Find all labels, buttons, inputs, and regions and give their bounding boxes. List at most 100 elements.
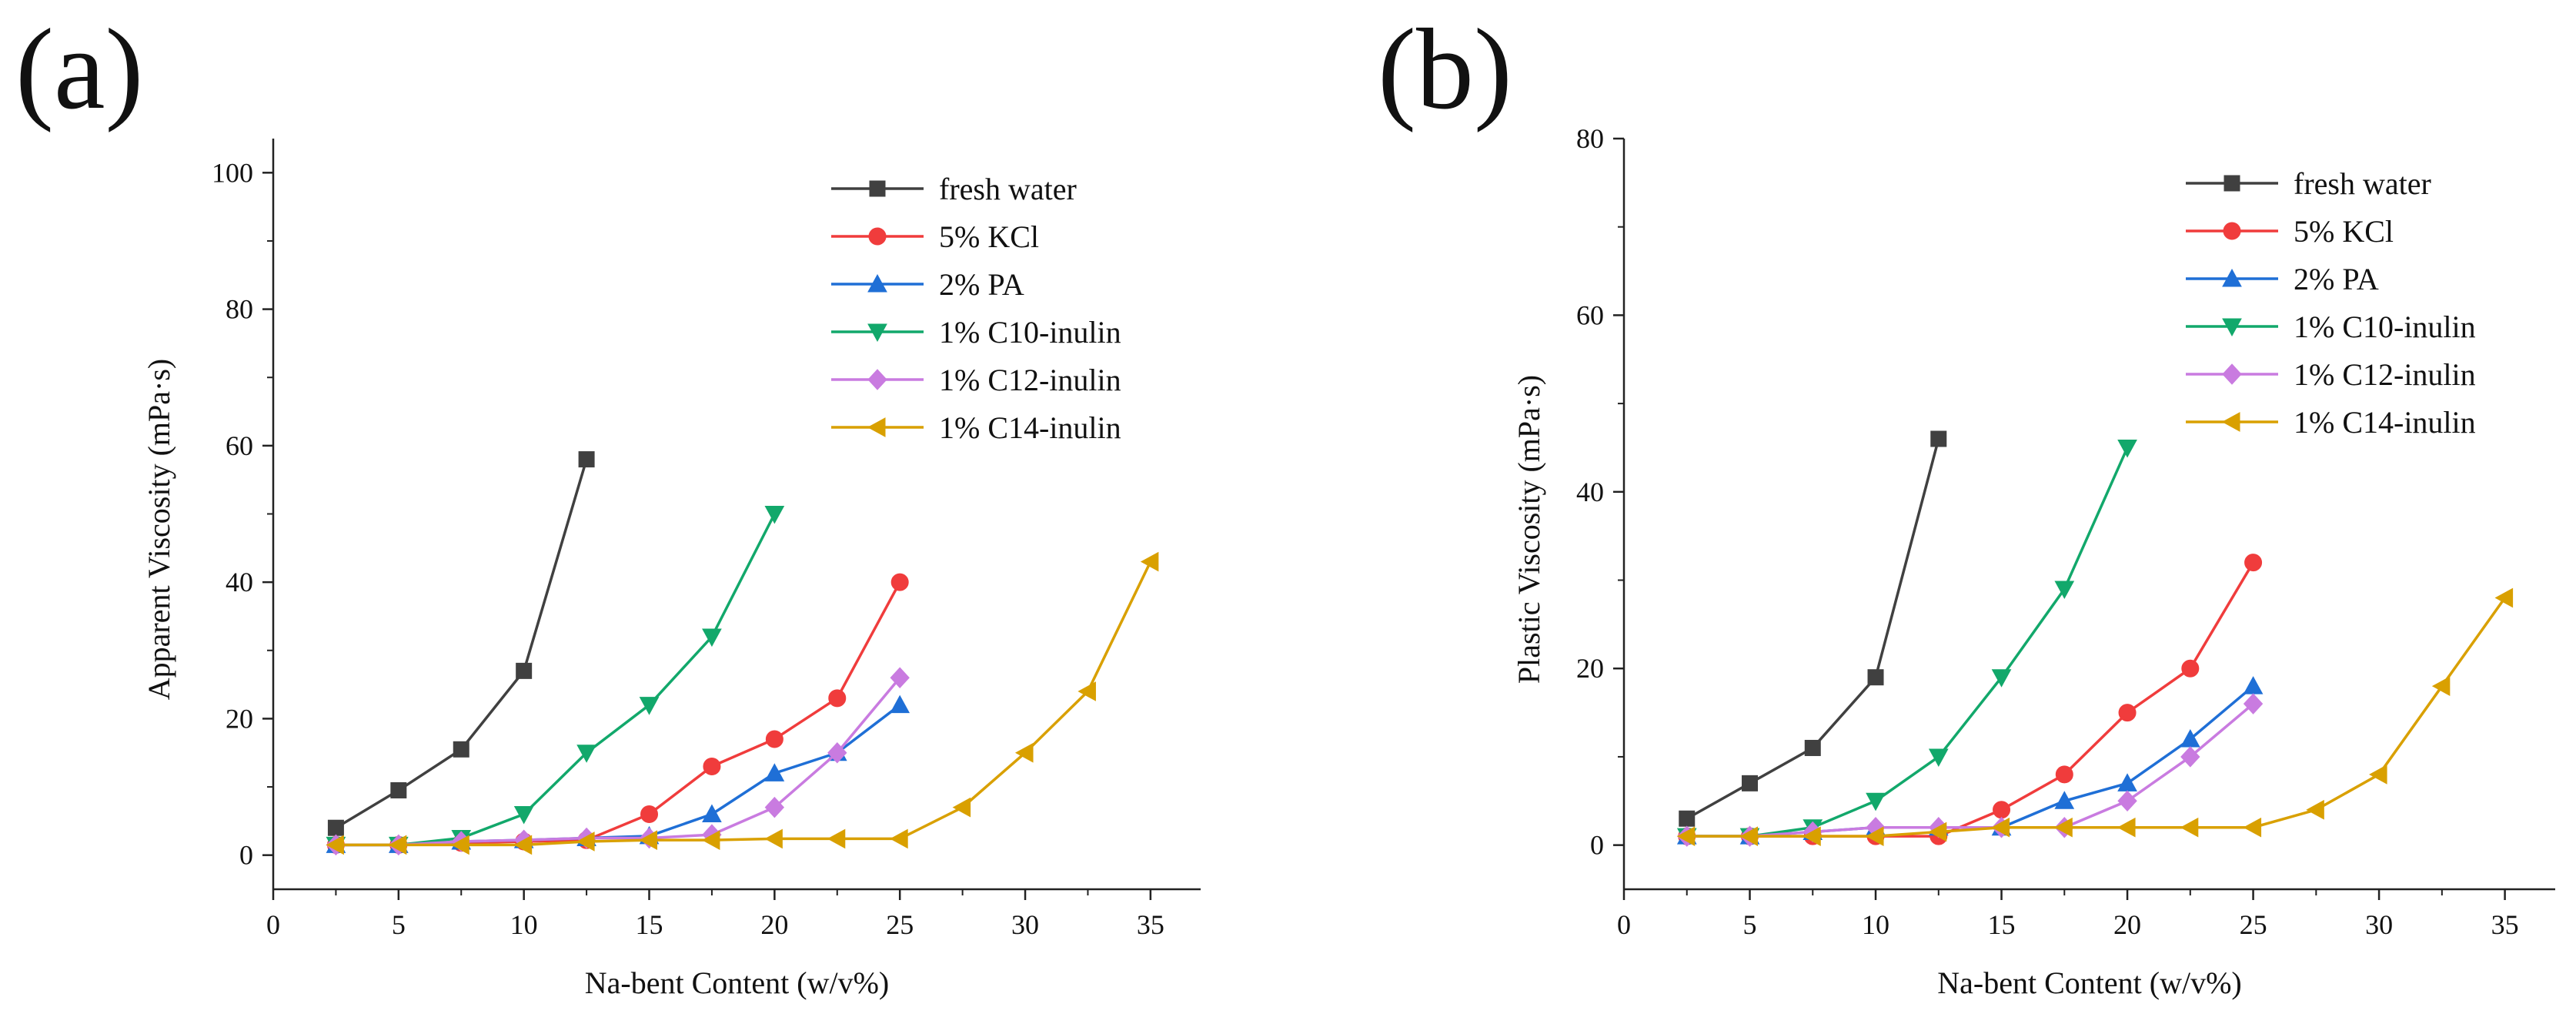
legend-label: 5% KCl — [939, 219, 1039, 254]
legend-marker — [2222, 363, 2242, 385]
legend-item-2-pa: 2% PA — [831, 267, 1024, 302]
x-tick-label: 0 — [266, 909, 280, 940]
y-tick-label: 40 — [1576, 477, 1604, 507]
legend-item-1-c12-inulin: 1% C12-inulin — [2186, 357, 2476, 392]
data-point — [764, 796, 785, 818]
data-point — [764, 828, 783, 849]
legend-label: 1% C12-inulin — [2294, 357, 2476, 392]
legend-item-1-c14-inulin: 1% C14-inulin — [831, 410, 1121, 445]
data-point — [1676, 826, 1696, 847]
data-point — [390, 781, 407, 798]
data-point — [2306, 799, 2324, 820]
legend-item-1-c10-inulin: 1% C10-inulin — [831, 315, 1121, 350]
legend-marker — [869, 180, 886, 197]
x-axis-title: Na-bent Content (w/v%) — [585, 965, 889, 1000]
series-1-c14-inulin — [326, 551, 1159, 855]
legend-marker — [867, 273, 887, 293]
legend-item-5-kcl: 5% KCl — [831, 219, 1039, 254]
legend-item-1-c14-inulin: 1% C14-inulin — [2186, 405, 2476, 440]
y-tick-label: 0 — [239, 840, 253, 871]
data-point — [764, 506, 785, 524]
series-line — [1686, 597, 2507, 838]
series-line — [336, 677, 901, 847]
data-point — [1739, 826, 1759, 847]
data-point — [639, 830, 658, 851]
panel-a: (a) 0 20 40 60 80 100 0 5 10 15 20 25 30 35 Na-bent Con… — [15, 5, 1201, 1000]
legend-marker — [867, 417, 886, 437]
data-point — [2431, 676, 2451, 697]
x-tick-label: 10 — [510, 909, 538, 940]
data-point — [2180, 817, 2199, 838]
series-2-pa — [1676, 676, 2264, 845]
legend-label: fresh water — [2294, 166, 2431, 201]
data-point — [1928, 748, 1949, 767]
data-point — [1930, 430, 1947, 447]
data-point — [2054, 791, 2075, 809]
data-point — [513, 806, 534, 825]
data-point — [1078, 681, 1096, 701]
legend: fresh water 5% KCl 2% PA 1% C10-inulin 1% C1… — [831, 172, 1121, 445]
y-tick-label: 0 — [1590, 830, 1604, 861]
data-point — [2369, 765, 2387, 785]
series-line — [1686, 684, 2254, 838]
x-tick-label: 10 — [1862, 909, 1889, 940]
data-point — [1867, 669, 1884, 686]
x-axis-title: Na-bent Content (w/v%) — [1937, 965, 2241, 1000]
legend-item-1-c10-inulin: 1% C10-inulin — [2186, 310, 2476, 344]
y-axis-title: Plastic Viscosity (mPa·s) — [1512, 375, 1546, 684]
data-point — [828, 689, 847, 708]
data-point — [702, 804, 722, 822]
legend-label: 5% KCl — [2294, 214, 2394, 249]
legend-item-5-kcl: 5% KCl — [2186, 214, 2394, 249]
series-fresh-water — [327, 451, 595, 836]
data-point — [639, 697, 660, 715]
data-point — [1866, 792, 1886, 812]
legend-item-2-pa: 2% PA — [2186, 262, 2379, 296]
y-axis-title: Apparent Viscosity (mPa·s) — [142, 359, 176, 700]
series-1-c10-inulin — [326, 506, 785, 855]
x-tick-label: 25 — [2240, 909, 2267, 940]
legend-marker — [2224, 175, 2240, 192]
legend-marker — [2221, 412, 2240, 432]
data-point — [576, 832, 595, 852]
data-point — [2244, 554, 2263, 572]
data-point — [827, 828, 846, 849]
data-point — [764, 763, 785, 781]
data-point — [952, 797, 971, 818]
data-point — [1014, 742, 1034, 763]
data-point — [453, 741, 469, 758]
legend-marker — [2222, 318, 2242, 337]
data-point — [2243, 676, 2264, 694]
data-point — [765, 730, 783, 748]
x-tick-label: 30 — [2365, 909, 2393, 940]
data-point — [701, 830, 720, 851]
legend-label: fresh water — [939, 172, 1077, 206]
legend-marker — [2222, 268, 2242, 287]
data-point — [2117, 790, 2137, 812]
data-point — [2117, 439, 2137, 458]
legend-marker — [2223, 222, 2241, 240]
data-point — [2243, 693, 2264, 714]
data-point — [578, 451, 595, 468]
data-point — [1679, 810, 1696, 827]
data-point — [2117, 773, 2137, 791]
data-point — [1742, 775, 1759, 791]
legend-label: 1% C10-inulin — [939, 315, 1121, 350]
data-point — [576, 745, 596, 763]
x-tick-label: 5 — [1743, 909, 1757, 940]
data-point — [827, 741, 847, 764]
data-point — [2055, 765, 2073, 784]
panel-label: (a) — [15, 5, 143, 133]
y-tick-label: 60 — [226, 430, 253, 461]
legend-marker — [868, 227, 887, 246]
data-point — [388, 835, 407, 855]
x-tick-label: 20 — [760, 909, 788, 940]
series-line — [1686, 438, 1940, 820]
x-tick-label: 25 — [886, 909, 914, 940]
y-tick-label: 100 — [212, 157, 253, 188]
y-tick-label: 20 — [1576, 653, 1604, 684]
legend-item-fresh-water: fresh water — [2186, 166, 2431, 201]
y-tick-label: 40 — [226, 567, 253, 597]
data-point — [702, 628, 722, 648]
data-point — [1993, 801, 2011, 819]
